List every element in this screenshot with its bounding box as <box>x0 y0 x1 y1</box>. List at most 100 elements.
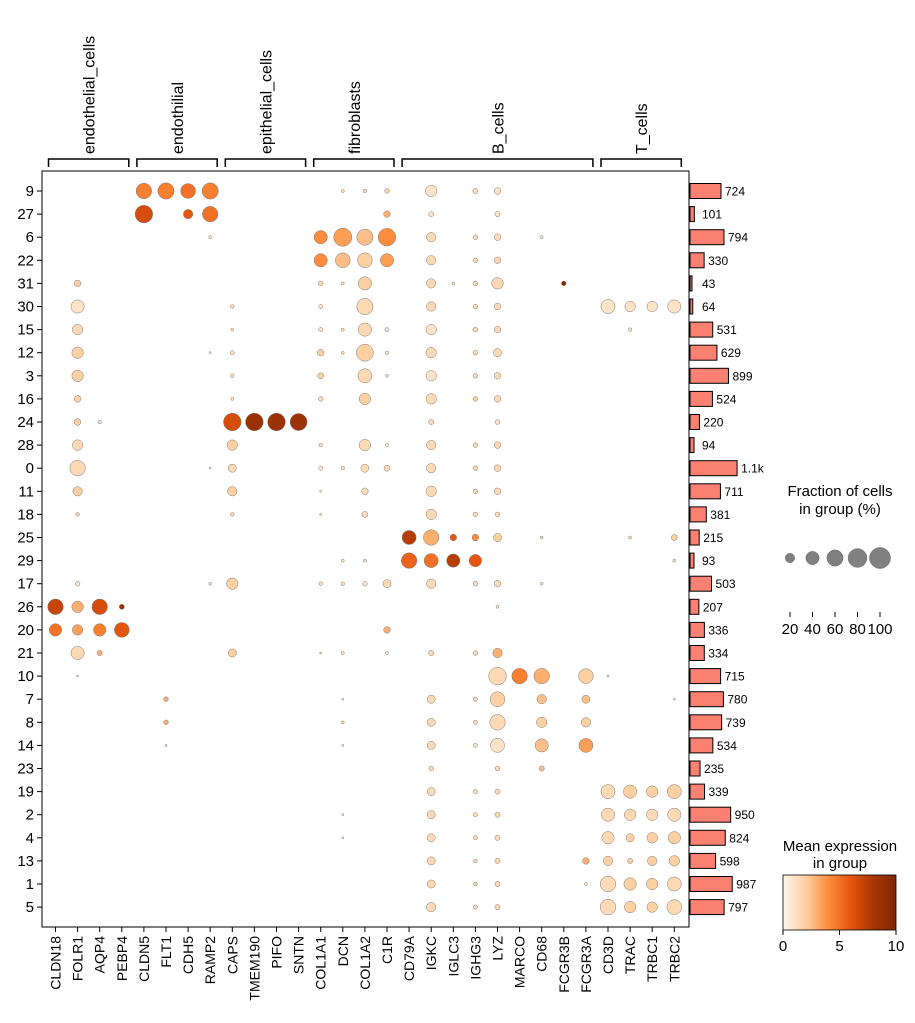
dot <box>72 439 84 451</box>
dot <box>667 831 681 845</box>
gene-label: AQP4 <box>92 936 108 974</box>
colorbar-tick-label: 5 <box>835 938 843 955</box>
dot <box>490 738 505 753</box>
gene-label: COL1A1 <box>313 936 329 990</box>
dot <box>536 694 547 705</box>
group-bracket <box>47 158 130 167</box>
cell-count-label: 381 <box>710 508 730 522</box>
dot <box>472 511 478 517</box>
dot <box>208 351 212 355</box>
dot <box>492 648 503 658</box>
dot <box>425 370 437 382</box>
gene-label: FCGR3B <box>556 936 572 993</box>
dot <box>494 858 501 864</box>
dot <box>72 324 84 336</box>
cell-count-label: 235 <box>704 762 724 776</box>
dot <box>601 831 615 845</box>
cell-count-bar <box>689 506 707 523</box>
dot <box>341 813 345 817</box>
cell-count-bar <box>689 645 705 661</box>
dot <box>446 553 461 568</box>
dot <box>230 304 235 309</box>
dot <box>494 834 501 841</box>
dot <box>472 373 478 379</box>
dot <box>489 714 506 731</box>
cluster-label: 10 <box>17 668 34 685</box>
gene-label: TRAC <box>622 936 638 974</box>
gene-label: CD79A <box>401 935 417 981</box>
size-legend-title-line2: in group (%) <box>799 501 881 518</box>
gene-group-brackets: endothelial_cells endothilial epithelial_c… <box>47 36 683 167</box>
dot <box>208 581 212 586</box>
dot <box>341 720 345 725</box>
dot <box>494 211 501 217</box>
dot <box>578 668 594 684</box>
dot <box>493 464 502 472</box>
cell-count-bar <box>689 829 726 846</box>
dot <box>628 327 633 332</box>
gene-label: CLDN5 <box>136 936 152 982</box>
dot <box>426 463 437 474</box>
dot <box>385 651 389 655</box>
dot <box>358 392 371 405</box>
dot <box>358 276 372 291</box>
gene-label: IGLC3 <box>445 936 461 977</box>
gene-label: COL1A2 <box>357 936 373 990</box>
dot <box>319 651 323 655</box>
cell-count-label: 724 <box>725 185 745 199</box>
dot <box>318 396 324 402</box>
dot <box>489 691 506 707</box>
dot <box>383 464 391 472</box>
dot <box>96 650 103 656</box>
gene-label: CDH5 <box>180 936 196 974</box>
dot <box>382 579 392 589</box>
dot <box>472 465 478 471</box>
dot <box>319 490 323 493</box>
dot <box>473 743 478 748</box>
cluster-label: 7 <box>26 691 34 708</box>
colorbar-tick-label: 10 <box>888 938 905 955</box>
dot <box>428 211 435 217</box>
dot <box>93 623 107 637</box>
cluster-label: 8 <box>26 714 34 731</box>
cell-count-label: 94 <box>702 439 716 453</box>
gene-label: CD3D <box>600 936 616 974</box>
dot <box>426 810 436 820</box>
dot <box>428 419 435 425</box>
dot <box>317 349 325 357</box>
dot <box>539 235 544 239</box>
group-label: B_cells <box>491 102 508 154</box>
dot <box>341 697 345 701</box>
dot <box>625 833 635 843</box>
dot <box>493 302 502 311</box>
dot <box>473 719 478 725</box>
dot <box>473 881 478 887</box>
cluster-label: 28 <box>17 437 34 454</box>
dot <box>71 346 84 359</box>
dot <box>426 787 436 796</box>
dot <box>426 717 436 727</box>
dot <box>600 299 616 314</box>
dot <box>356 298 374 315</box>
dot <box>472 327 478 333</box>
dot <box>667 807 682 822</box>
dot <box>673 697 676 701</box>
dot <box>425 485 437 497</box>
color-legend: Mean expression in group 0 5 10 <box>779 838 905 955</box>
dot <box>646 301 658 312</box>
cell-count-bar <box>689 252 705 269</box>
cell-count-bar <box>689 760 701 777</box>
cluster-label: 2 <box>26 807 34 824</box>
cluster-label: 12 <box>17 345 34 362</box>
gene-label: IGKC <box>423 936 439 970</box>
dot <box>667 299 682 314</box>
dot <box>494 511 501 517</box>
dot <box>494 788 501 795</box>
dot <box>91 598 108 615</box>
dot <box>201 182 219 200</box>
dot <box>423 529 440 546</box>
dot <box>362 188 367 194</box>
dot <box>426 301 437 312</box>
cluster-label: 4 <box>26 830 34 847</box>
dot <box>493 441 502 449</box>
